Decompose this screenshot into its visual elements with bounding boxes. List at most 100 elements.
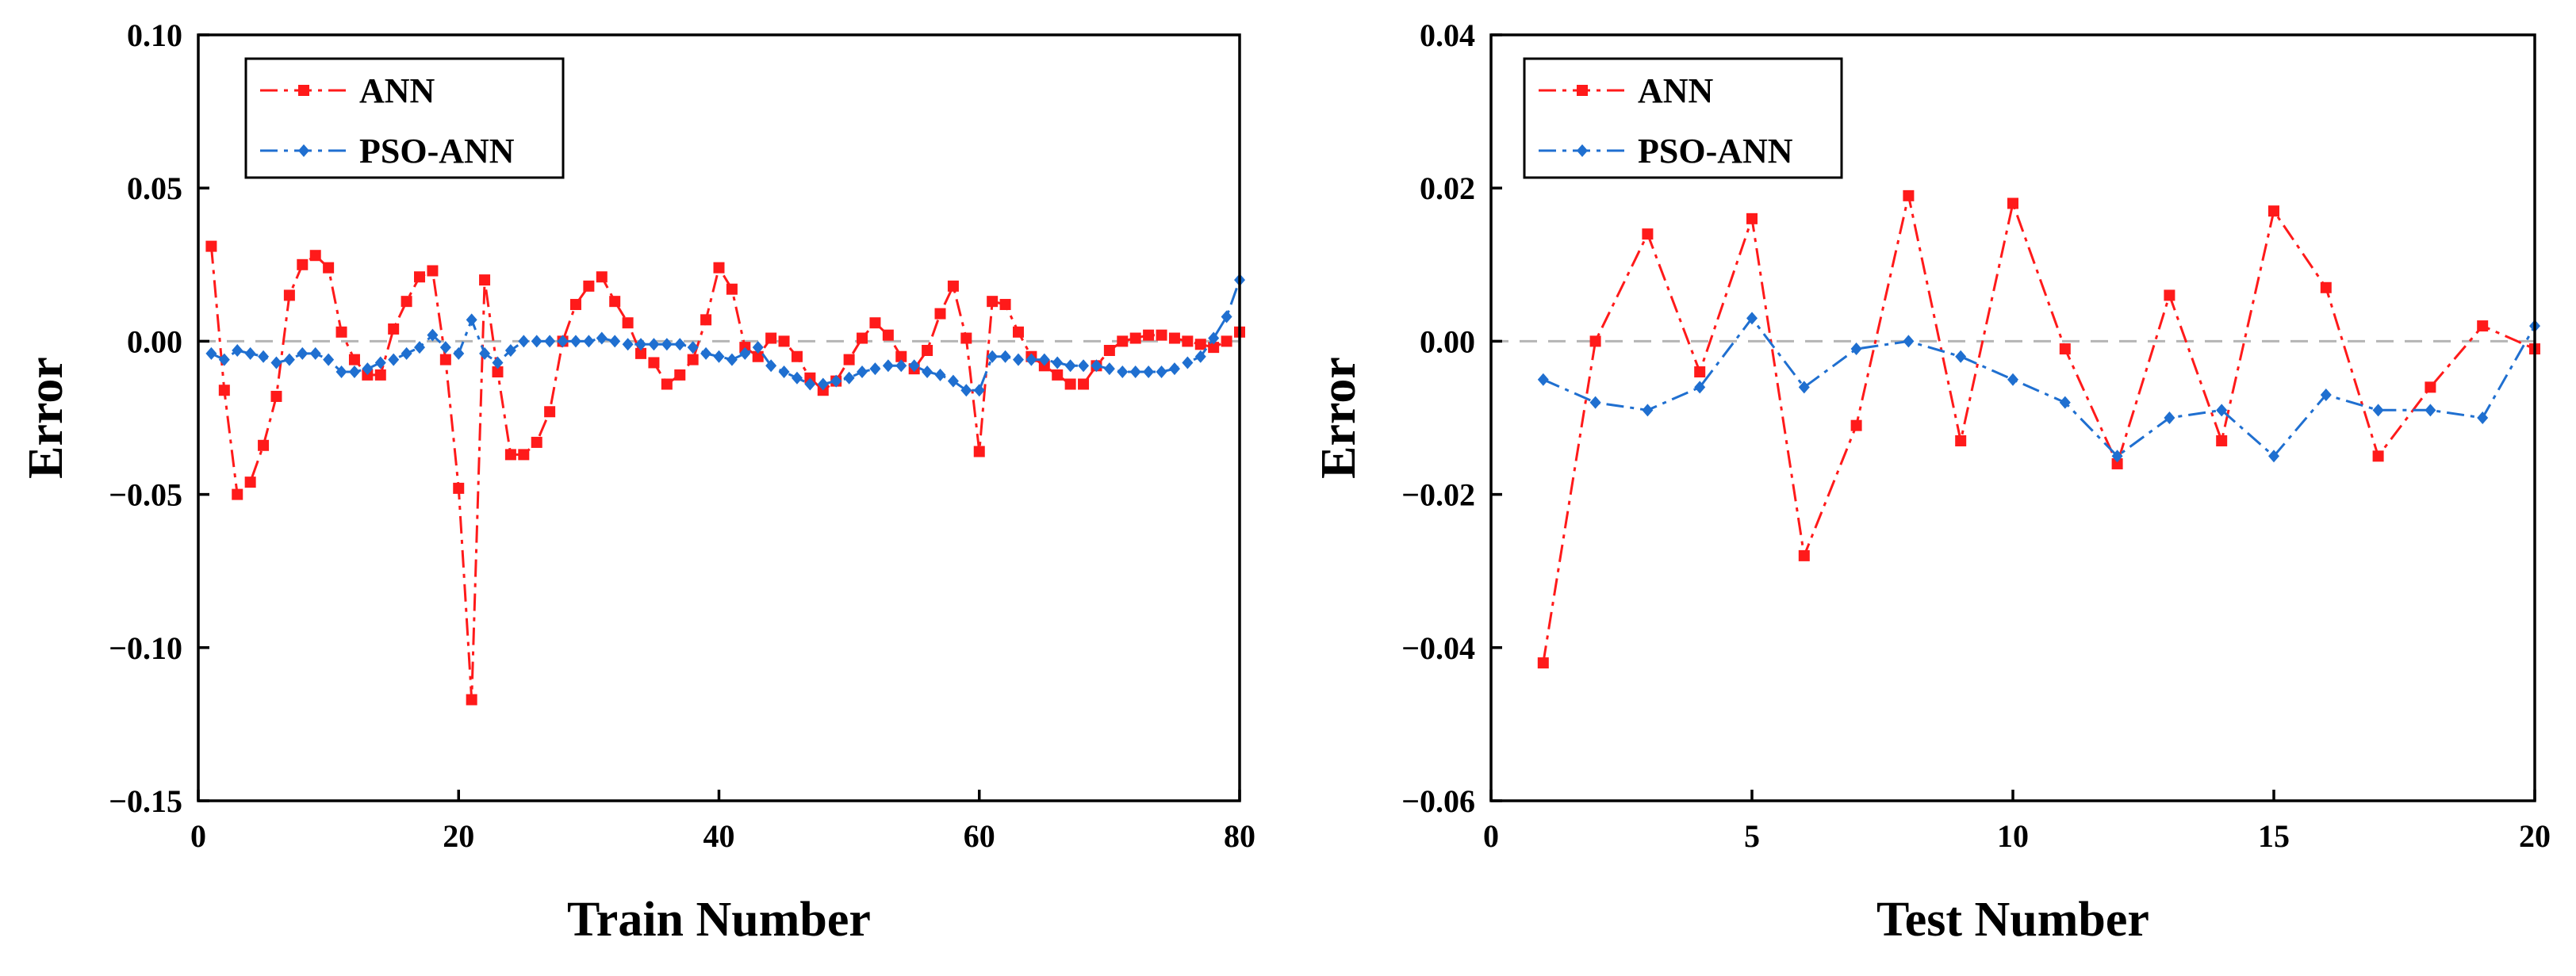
data-point-pso-ann bbox=[453, 346, 465, 360]
data-point-pso-ann bbox=[934, 368, 946, 381]
data-point-ann bbox=[2111, 457, 2123, 469]
data-point-ann bbox=[244, 477, 256, 488]
data-point-pso-ann bbox=[973, 384, 985, 397]
data-point-ann bbox=[2372, 450, 2384, 462]
data-point-ann bbox=[583, 280, 595, 292]
data-point-pso-ann bbox=[1012, 353, 1024, 366]
y-tick-label: 0.02 bbox=[1420, 170, 1475, 206]
x-tick-label: 0 bbox=[190, 818, 206, 854]
data-point-pso-ann bbox=[622, 338, 634, 351]
data-point-ann bbox=[1156, 329, 1167, 341]
data-point-ann bbox=[843, 354, 855, 366]
data-point-ann bbox=[857, 332, 868, 344]
data-point-ann bbox=[1589, 335, 1601, 347]
data-point-ann bbox=[258, 439, 270, 451]
data-point-pso-ann bbox=[1168, 362, 1180, 376]
data-point-pso-ann bbox=[1117, 366, 1129, 379]
data-point-ann bbox=[987, 296, 999, 308]
legend-marker-pso-ann bbox=[1577, 144, 1588, 157]
data-point-pso-ann bbox=[804, 377, 816, 391]
data-point-pso-ann bbox=[1156, 366, 1167, 379]
data-point-ann bbox=[648, 357, 660, 369]
data-point-pso-ann bbox=[817, 377, 829, 391]
y-tick-label: −0.04 bbox=[1401, 630, 1475, 666]
data-point-ann bbox=[2164, 289, 2175, 301]
legend-marker-ann bbox=[1577, 85, 1588, 96]
data-point-pso-ann bbox=[583, 335, 595, 348]
data-point-pso-ann bbox=[987, 350, 999, 363]
legend-box bbox=[1523, 57, 1843, 179]
data-point-pso-ann bbox=[2007, 373, 2018, 386]
data-point-ann bbox=[765, 332, 777, 344]
data-point-ann bbox=[401, 296, 412, 308]
data-point-pso-ann bbox=[1537, 373, 1549, 386]
data-point-ann bbox=[309, 250, 321, 262]
data-point-pso-ann bbox=[1746, 312, 1758, 325]
y-tick-label: −0.05 bbox=[109, 477, 182, 513]
data-point-pso-ann bbox=[518, 335, 530, 348]
data-point-ann bbox=[531, 436, 542, 448]
data-point-ann bbox=[518, 449, 530, 461]
data-point-pso-ann bbox=[687, 341, 699, 354]
data-point-ann bbox=[2320, 281, 2332, 293]
data-point-ann bbox=[960, 332, 972, 344]
chart-train-error: 0 20 40 60 80 −0.15 −0.10 −0.05 0.00 0.05 0.10 Trai… bbox=[19, 17, 1255, 947]
y-tick-label: −0.02 bbox=[1401, 477, 1475, 513]
data-point-ann bbox=[791, 350, 803, 362]
data-point-ann bbox=[1194, 339, 1206, 350]
legend-label-pso-ann: PSO-ANN bbox=[1638, 132, 1793, 170]
y-tick-label: 0.05 bbox=[127, 170, 182, 206]
data-point-ann bbox=[999, 299, 1011, 311]
data-point-pso-ann bbox=[362, 362, 374, 376]
data-point-pso-ann bbox=[661, 338, 673, 351]
data-point-pso-ann bbox=[374, 356, 386, 369]
y-tick-label: 0.10 bbox=[127, 17, 182, 53]
x-tick-label: 80 bbox=[1224, 818, 1255, 854]
legend-marker-ann bbox=[298, 85, 309, 96]
data-point-pso-ann bbox=[1143, 366, 1155, 379]
data-point-ann bbox=[1850, 419, 1862, 431]
y-tick-label: 0.00 bbox=[1420, 323, 1475, 359]
data-point-pso-ann bbox=[569, 335, 581, 348]
data-point-ann bbox=[934, 308, 946, 320]
data-point-ann bbox=[2059, 343, 2071, 355]
data-point-ann bbox=[492, 366, 504, 378]
data-point-ann bbox=[1012, 326, 1024, 338]
data-point-pso-ann bbox=[635, 338, 647, 351]
data-point-ann bbox=[205, 240, 217, 252]
data-point-pso-ann bbox=[297, 346, 309, 360]
data-point-pso-ann bbox=[1850, 343, 1862, 356]
data-point-pso-ann bbox=[609, 335, 621, 348]
data-point-pso-ann bbox=[1642, 404, 1654, 417]
data-point-ann bbox=[1642, 228, 1654, 240]
data-point-pso-ann bbox=[544, 335, 556, 348]
data-point-pso-ann bbox=[1052, 356, 1064, 369]
data-point-pso-ann bbox=[414, 341, 426, 354]
data-point-pso-ann bbox=[2372, 404, 2384, 417]
data-point-ann bbox=[439, 354, 451, 366]
data-point-ann bbox=[2268, 205, 2279, 217]
data-point-ann bbox=[335, 326, 347, 338]
data-point-ann bbox=[2425, 381, 2436, 393]
data-point-pso-ann bbox=[2059, 396, 2071, 409]
data-point-ann bbox=[2477, 320, 2489, 332]
data-point-ann bbox=[1537, 657, 1549, 669]
data-point-ann bbox=[635, 347, 647, 359]
data-point-pso-ann bbox=[244, 346, 256, 360]
data-point-ann bbox=[569, 299, 581, 311]
data-point-pso-ann bbox=[1025, 353, 1037, 366]
data-point-pso-ann bbox=[843, 371, 855, 385]
legend-label-pso-ann: PSO-ANN bbox=[359, 132, 515, 170]
data-point-pso-ann bbox=[2111, 450, 2123, 463]
data-point-ann bbox=[752, 350, 764, 362]
data-point-pso-ann bbox=[2216, 404, 2228, 417]
data-point-ann bbox=[283, 289, 295, 301]
data-point-pso-ann bbox=[1208, 331, 1220, 345]
data-point-pso-ann bbox=[323, 353, 335, 366]
data-point-ann bbox=[973, 446, 985, 457]
data-point-pso-ann bbox=[1078, 359, 1090, 373]
x-tick-label: 10 bbox=[1997, 818, 2029, 854]
data-point-ann bbox=[1064, 378, 1076, 390]
data-point-pso-ann bbox=[1182, 356, 1194, 369]
